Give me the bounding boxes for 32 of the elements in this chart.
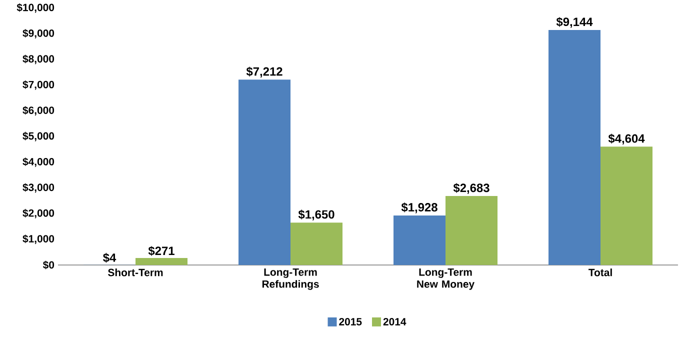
data-label: $4,604 <box>608 134 645 144</box>
data-label: $271 <box>148 246 174 256</box>
bar <box>290 222 343 265</box>
x-tick-label: Long-Term Refundings <box>262 268 319 290</box>
y-tick-label: $6,000 <box>22 106 54 116</box>
bar <box>394 215 446 265</box>
bar <box>136 258 188 265</box>
data-label: $9,144 <box>556 17 593 28</box>
y-tick-label: $4,000 <box>22 158 54 167</box>
data-label: $7,212 <box>246 66 282 78</box>
y-tick-label: $10,000 <box>16 3 54 13</box>
data-label: $1,928 <box>401 202 438 214</box>
data-label: $1,650 <box>298 210 334 220</box>
y-tick-label: $9,000 <box>22 29 54 38</box>
y-tick-label: $3,000 <box>22 183 54 193</box>
y-tick-label: $1,000 <box>22 234 54 244</box>
data-label: $2,683 <box>453 183 490 194</box>
data-label: $4 <box>103 252 116 263</box>
bar <box>238 80 290 265</box>
legend-label: 2014 <box>383 318 406 326</box>
legend-label: 2015 <box>339 318 362 326</box>
bar <box>548 30 601 265</box>
bar <box>446 196 498 265</box>
x-tick-label: Total <box>588 268 612 276</box>
y-tick-label: $8,000 <box>22 54 54 64</box>
y-tick-label: $5,000 <box>22 132 54 142</box>
x-tick-label: Long-Term New Money <box>417 268 474 290</box>
y-tick-label: $7,000 <box>22 80 54 90</box>
x-tick-label: Short-Term <box>108 268 163 276</box>
y-tick-label: $2,000 <box>22 208 54 218</box>
bar <box>600 146 653 265</box>
y-tick-label: $0 <box>42 260 54 270</box>
